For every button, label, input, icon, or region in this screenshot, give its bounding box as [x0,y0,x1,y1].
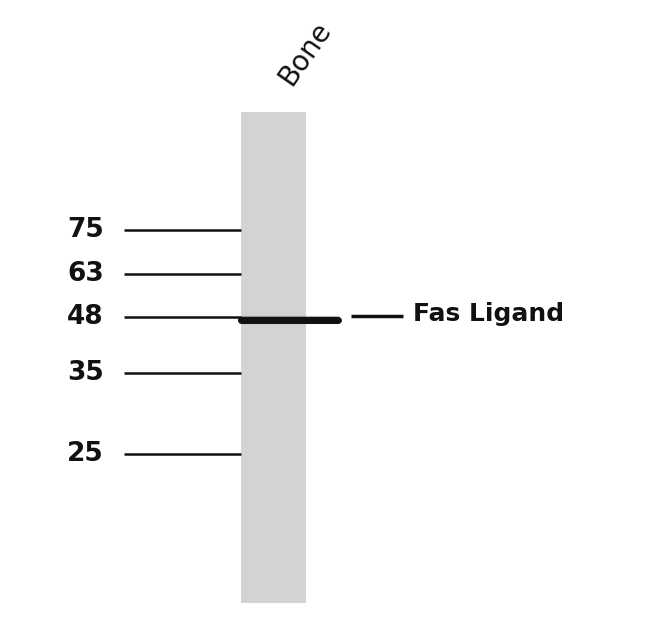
Text: 35: 35 [67,360,104,386]
Bar [240,112,306,603]
Text: Fas Ligand: Fas Ligand [413,302,564,326]
Text: 63: 63 [67,261,104,287]
Text: 25: 25 [67,441,104,467]
Text: Bone: Bone [273,16,336,90]
Text: 75: 75 [67,217,104,243]
Text: 48: 48 [68,304,104,330]
